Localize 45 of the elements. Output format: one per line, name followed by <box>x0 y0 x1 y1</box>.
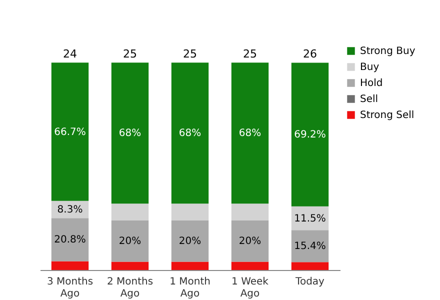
bar <box>231 220 269 262</box>
legend-label: Hold <box>360 78 383 89</box>
data-label: 66.7% <box>54 126 86 138</box>
bar <box>51 261 89 270</box>
bar <box>171 62 209 204</box>
data-label: 8.3% <box>57 204 83 216</box>
bar <box>111 204 149 220</box>
legend-label: Strong Buy <box>360 46 416 57</box>
x-tick-label: 1 Week Ago <box>232 276 269 300</box>
x-tick-label: Today <box>294 276 325 288</box>
data-label: 20% <box>238 236 262 247</box>
bar <box>111 220 149 262</box>
data-label: 11.5% <box>294 213 326 224</box>
bar <box>231 204 269 220</box>
legend-label: Strong Sell <box>360 110 414 121</box>
data-label: 68% <box>118 128 142 140</box>
bar <box>51 218 89 262</box>
bar <box>291 62 329 206</box>
annotation: 25 <box>123 48 137 61</box>
bar <box>171 262 209 270</box>
bar <box>171 220 209 262</box>
data-label: 15.4% <box>294 241 326 252</box>
x-tick-label: 3 Months Ago <box>46 276 94 300</box>
legend-label: Buy <box>360 62 380 73</box>
annotation: 26 <box>303 48 317 61</box>
data-label: 68% <box>238 128 262 140</box>
bar <box>291 230 329 262</box>
x-tick-label: 1 Month Ago <box>170 276 210 300</box>
legend-label: Sell <box>360 94 378 105</box>
annotation: 25 <box>243 48 257 61</box>
bar <box>231 262 269 270</box>
bar <box>171 204 209 220</box>
x-tick-label: 2 Months Ago <box>106 276 154 300</box>
annotation: 24 <box>63 48 77 61</box>
bar <box>111 262 149 270</box>
data-label: 20% <box>178 236 202 247</box>
annotation: 25 <box>183 48 197 61</box>
bar <box>111 62 149 204</box>
data-label: 20% <box>118 236 142 247</box>
bar <box>231 62 269 204</box>
data-label: 20.8% <box>54 234 86 246</box>
data-label: 68% <box>178 128 202 140</box>
data-label: 69.2% <box>294 130 326 141</box>
bar <box>291 262 329 270</box>
bar <box>51 62 89 201</box>
